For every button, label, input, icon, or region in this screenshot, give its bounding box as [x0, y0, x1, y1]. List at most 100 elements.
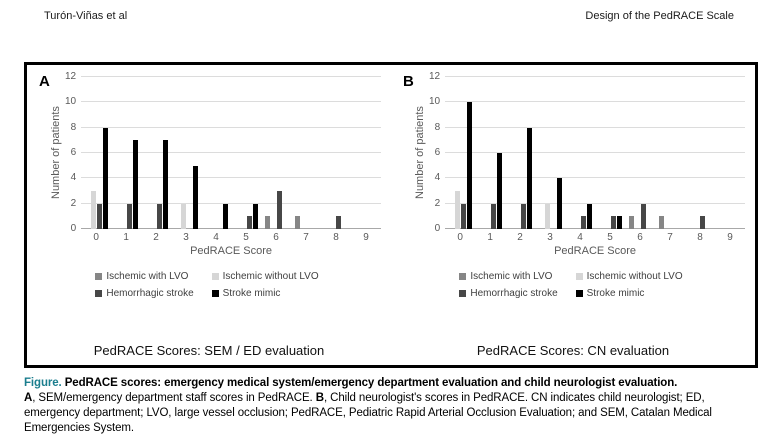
x-tick-label: 3 [547, 232, 553, 243]
gridline [445, 177, 745, 179]
x-tick-label: 5 [243, 232, 249, 243]
bar [616, 216, 622, 229]
gridline [81, 152, 381, 153]
legend-swatch-icon [95, 290, 103, 297]
x-tick-label: 6 [273, 232, 279, 243]
legend-label: Ischemic with LVO [106, 271, 189, 282]
legend-swatch-icon [459, 290, 467, 297]
bar [544, 203, 550, 229]
y-axis-label: Number of patients [414, 106, 426, 200]
legend-label: Stroke mimic [222, 288, 281, 299]
y-tick-label: 10 [429, 96, 441, 108]
y-tick-label: 0 [434, 222, 441, 234]
caption-panel-a-text: , SEM/emergency department staff scores … [32, 391, 316, 404]
gridline [445, 101, 745, 103]
plot-area [81, 76, 381, 229]
x-axis-ticks: 0 1 2 3 4 5 6 7 8 9 [445, 232, 745, 243]
legend-swatch-icon [211, 273, 219, 280]
y-tick-label: 8 [434, 121, 441, 133]
bar [640, 203, 646, 229]
y-axis-ticks: 12 10 8 6 4 2 0 [65, 71, 76, 235]
bar-group [625, 77, 655, 229]
x-tick-label: 3 [183, 232, 189, 243]
legend-label: Hemorrhagic stroke [106, 288, 194, 299]
y-tick-label: 6 [70, 146, 77, 158]
bar [294, 216, 300, 229]
bar-group [231, 77, 261, 229]
bar [96, 203, 102, 229]
x-tick-label: 8 [697, 232, 703, 243]
bar [628, 216, 634, 229]
gridline [81, 101, 381, 103]
bar [192, 165, 198, 229]
bar [700, 216, 706, 229]
legend-item: Ischemic without LVO [211, 271, 319, 282]
y-tick-label: 12 [429, 71, 441, 82]
legend: Ischemic with LVO Ischemic without LVO Hem… [95, 271, 319, 299]
bar-group [261, 77, 291, 229]
bar [336, 216, 342, 229]
legend-item: Ischemic with LVO [95, 271, 193, 282]
running-head: Turón-Viñas et al Design of the PedRACE … [44, 10, 734, 22]
caption-figure-label: Figure. [24, 377, 62, 389]
bar-group [171, 77, 201, 229]
legend-swatch-icon [211, 290, 219, 297]
bar [454, 191, 460, 229]
running-head-article-title: Design of the PedRACE Scale [585, 10, 734, 22]
x-tick-label: 0 [93, 232, 99, 243]
bar [520, 203, 526, 229]
chart-title: PedRACE Scores: SEM / ED evaluation [93, 343, 325, 358]
bar-group [505, 77, 535, 229]
x-axis-ticks: 0 1 2 3 4 5 6 7 8 9 [81, 232, 381, 243]
x-tick-label: 1 [487, 232, 493, 243]
gridline [445, 202, 745, 204]
bar [126, 203, 132, 229]
bar-group [81, 77, 111, 229]
y-tick-label: 2 [434, 197, 441, 209]
bar [580, 216, 586, 229]
caption-title: PedRACE scores: emergency medical system… [61, 377, 678, 389]
y-tick-label: 0 [70, 222, 77, 234]
bar-group [201, 77, 231, 229]
bar-groups [81, 77, 381, 229]
legend-swatch-icon [575, 273, 583, 280]
x-tick-label: 2 [153, 232, 159, 243]
gridline [81, 76, 381, 77]
legend-label: Stroke mimic [586, 288, 645, 299]
bar [132, 140, 138, 229]
bar [526, 127, 532, 229]
bar [556, 178, 562, 229]
caption-panel-a-label: A [24, 391, 33, 404]
legend-label: Ischemic without LVO [222, 271, 319, 282]
x-tick-label: 4 [577, 232, 583, 243]
bar [610, 216, 616, 229]
x-tick-label: 2 [517, 232, 523, 243]
legend-swatch-icon [459, 273, 467, 280]
legend-label: Ischemic with LVO [470, 271, 553, 282]
bar-group [565, 77, 595, 229]
caption-panel-b-label: B [315, 391, 324, 404]
x-tick-label: 0 [457, 232, 463, 243]
x-axis-label: PedRACE Score [190, 245, 273, 257]
legend-item: Stroke mimic [575, 288, 683, 299]
x-tick-label: 8 [333, 232, 339, 243]
legend-item: Stroke mimic [211, 288, 319, 299]
plot-column: 0 1 2 3 4 5 6 7 8 9 PedRACE Score [81, 76, 381, 257]
y-axis-label: Number of patients [50, 106, 62, 200]
y-tick-label: 8 [70, 121, 77, 133]
x-axis-label: PedRACE Score [554, 245, 637, 257]
gridline [81, 177, 381, 179]
x-tick-label: 9 [363, 232, 369, 243]
running-head-author: Turón-Viñas et al [44, 10, 128, 22]
x-tick-label: 1 [123, 232, 129, 243]
panel-label-b: B [403, 73, 414, 90]
bar [246, 216, 252, 229]
gridline [445, 76, 745, 77]
figure-caption: Figure. PedRACE scores: emergency medica… [24, 376, 752, 436]
bar [162, 140, 168, 229]
legend-swatch-icon [95, 273, 103, 280]
bar-groups [445, 77, 745, 229]
